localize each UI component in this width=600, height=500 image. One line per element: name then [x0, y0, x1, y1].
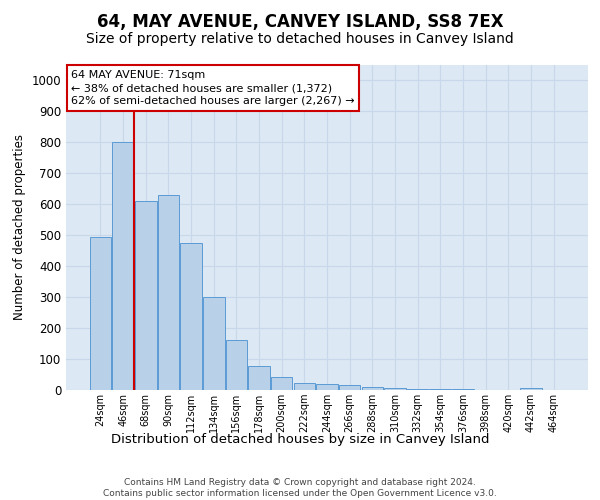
Bar [90, 237, 111, 390]
Bar [181, 243, 202, 390]
Bar [271, 377, 292, 390]
Text: Size of property relative to detached houses in Canvey Island: Size of property relative to detached ho… [86, 32, 514, 46]
Text: Contains HM Land Registry data © Crown copyright and database right 2024.
Contai: Contains HM Land Registry data © Crown c… [103, 478, 497, 498]
Bar [316, 384, 338, 390]
Bar [158, 195, 179, 390]
Bar [293, 383, 315, 390]
Bar [362, 387, 383, 390]
Bar [112, 142, 134, 390]
Bar [203, 297, 224, 390]
Bar [248, 366, 270, 390]
Y-axis label: Number of detached properties: Number of detached properties [13, 134, 26, 320]
Bar [135, 201, 157, 390]
Text: 64, MAY AVENUE, CANVEY ISLAND, SS8 7EX: 64, MAY AVENUE, CANVEY ISLAND, SS8 7EX [97, 12, 503, 30]
Bar [520, 388, 542, 390]
Text: 64 MAY AVENUE: 71sqm
← 38% of detached houses are smaller (1,372)
62% of semi-de: 64 MAY AVENUE: 71sqm ← 38% of detached h… [71, 70, 355, 106]
Text: Distribution of detached houses by size in Canvey Island: Distribution of detached houses by size … [111, 432, 489, 446]
Bar [226, 340, 247, 390]
Bar [384, 388, 406, 390]
Bar [339, 386, 361, 390]
